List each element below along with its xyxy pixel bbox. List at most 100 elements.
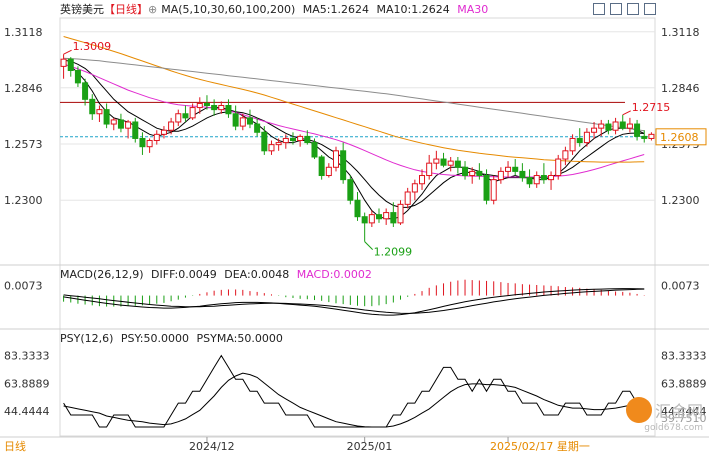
candle-body-down <box>117 119 124 129</box>
legend-ma5: MA5:1.2624 <box>302 3 369 16</box>
psy-indicator-name[interactable]: PSY(12,6) <box>60 332 114 345</box>
candle-body-up <box>397 203 404 224</box>
candle <box>562 146 569 166</box>
candle-body-up <box>332 150 340 168</box>
candle <box>325 163 332 178</box>
candle <box>390 202 397 227</box>
candle-body-down <box>304 135 311 144</box>
candle-body-down <box>211 105 218 111</box>
candle <box>340 142 347 184</box>
fullscreen-icon[interactable] <box>644 3 656 15</box>
candle <box>89 94 96 120</box>
candle <box>426 154 433 180</box>
candle-body-up <box>160 129 167 135</box>
plot-frame <box>59 17 656 437</box>
indicator-settings-icon[interactable]: ⊕ <box>148 3 158 16</box>
legend-dea: DEA:0.0048 <box>224 268 290 281</box>
candle-body-up <box>239 117 246 127</box>
candle-body-up <box>533 175 540 185</box>
candle <box>203 95 210 110</box>
candle <box>512 159 519 176</box>
candle-body-down <box>440 158 447 166</box>
macd-diff-line <box>63 288 645 316</box>
annotation-label: 1.2715 <box>632 101 671 114</box>
legend-macd: MACD:0.0002 <box>296 268 372 281</box>
candle <box>304 130 311 145</box>
price-y-tick-right: 1.3118 <box>661 26 700 39</box>
candle <box>254 117 261 137</box>
zoom-out-icon[interactable] <box>627 3 639 15</box>
candle-body-down <box>483 175 490 201</box>
psy-y-tick-right: 83.3333 <box>661 350 707 363</box>
candle-body-up <box>404 191 411 205</box>
legend-ma30: MA30 <box>457 3 489 16</box>
period-label[interactable]: 【日线】 <box>104 3 148 16</box>
candle <box>125 119 132 139</box>
legend-psyma: PSYMA:50.0000 <box>196 332 283 345</box>
candle-body-down <box>619 121 626 129</box>
candle <box>211 99 218 116</box>
candle-body-up <box>189 107 196 119</box>
candle-body-down <box>82 82 89 100</box>
candle <box>332 146 340 172</box>
candle <box>454 156 461 174</box>
candle <box>483 169 490 205</box>
candle-body-up <box>562 150 569 160</box>
symbol-name: 英镑美元 <box>60 3 104 16</box>
candle <box>404 187 411 209</box>
current-price-box <box>655 128 707 146</box>
annotation-label: 1.2099 <box>374 246 413 259</box>
candle <box>268 140 275 155</box>
candle <box>368 210 375 227</box>
candle <box>189 103 196 120</box>
indicator-name[interactable]: MA(5,10,30,60,100,200) <box>161 3 296 16</box>
candle-body-down <box>132 121 139 139</box>
candle <box>648 132 655 141</box>
psy-y-tick-right: 39.7510 <box>661 412 707 425</box>
candle <box>526 169 533 188</box>
candle-body-up <box>490 179 497 201</box>
candle <box>555 154 562 180</box>
candle-body-down <box>512 166 519 172</box>
candle-body-down <box>375 214 383 220</box>
candle <box>96 105 103 122</box>
candle <box>519 163 526 182</box>
candle <box>168 117 175 135</box>
candle <box>297 134 304 147</box>
candle <box>447 156 454 172</box>
macd-y-tick-left: 0.0073 <box>4 280 43 293</box>
psy-y-tick-left: 63.8889 <box>4 377 50 390</box>
candle <box>619 114 626 131</box>
candle <box>132 117 139 143</box>
candle <box>598 119 605 137</box>
candle <box>569 134 576 155</box>
candle-body-down <box>311 142 318 158</box>
psy-psyma-line <box>63 372 645 428</box>
candle-body-down <box>103 109 110 125</box>
candle-body-up <box>282 137 289 144</box>
candle-body-down <box>340 150 347 181</box>
candle-body-up <box>648 133 655 139</box>
psy-header: PSY(12,6) PSY:50.0000 PSYMA:50.0000 <box>60 332 283 346</box>
candle <box>591 121 598 139</box>
candle <box>505 161 512 178</box>
candle-body-up <box>591 127 598 133</box>
psy-y-tick-left: 83.3333 <box>4 350 50 363</box>
candle-body-up <box>153 133 160 142</box>
crosshair-icon[interactable] <box>593 3 605 15</box>
candle-body-down <box>232 113 239 127</box>
candle-body-up <box>168 121 175 131</box>
candle <box>583 128 590 147</box>
zoom-in-icon[interactable] <box>610 3 622 15</box>
candle-body-down <box>354 199 361 218</box>
candle-body-up <box>383 212 390 220</box>
watermark: 汇金网 gold678.com <box>625 397 703 433</box>
candle-body-down <box>289 137 296 142</box>
candle-body-up <box>146 140 153 148</box>
candle-body-up <box>325 166 332 177</box>
candle <box>375 208 383 223</box>
candle <box>318 154 325 180</box>
candle-body-up <box>125 121 132 129</box>
macd-indicator-name[interactable]: MACD(26,12,9) <box>60 268 144 281</box>
